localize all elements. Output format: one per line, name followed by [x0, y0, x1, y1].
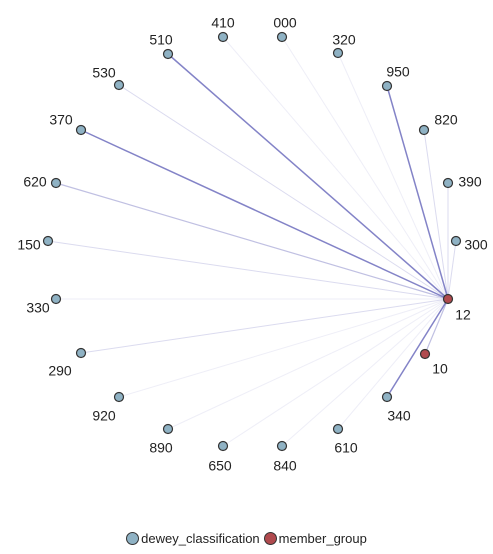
node-330[interactable] — [50, 293, 62, 305]
node-label-890: 890 — [149, 440, 173, 456]
node-10[interactable] — [419, 348, 431, 360]
node-890[interactable] — [162, 423, 174, 435]
node-label-510: 510 — [149, 32, 173, 48]
node-label-10: 10 — [432, 361, 448, 377]
edge-12-650 — [222, 298, 449, 447]
edge-12-820 — [423, 129, 449, 300]
node-650[interactable] — [217, 440, 229, 452]
legend-item-dewey-classification: dewey_classification — [126, 531, 260, 546]
edge-12-370 — [80, 129, 449, 300]
legend: dewey_classification member_group — [0, 531, 493, 546]
label-layer: 410 000 510 320 530 950 370 820 620 390 150 300 12 33… — [17, 15, 488, 474]
edge-12-620 — [55, 182, 449, 300]
node-label-610: 610 — [334, 440, 358, 456]
node-label-150: 150 — [17, 237, 41, 253]
node-820[interactable] — [418, 124, 430, 136]
node-label-320: 320 — [332, 32, 356, 48]
node-840[interactable] — [276, 440, 288, 452]
node-label-530: 530 — [92, 65, 116, 81]
edge-12-410 — [222, 36, 449, 300]
node-510[interactable] — [162, 48, 174, 60]
node-label-920: 920 — [92, 408, 116, 424]
edge-12-510 — [167, 53, 449, 300]
edge-12-290 — [80, 298, 449, 354]
node-920[interactable] — [113, 391, 125, 403]
node-label-840: 840 — [273, 458, 297, 474]
edge-12-610 — [337, 298, 449, 430]
edge-layer — [47, 36, 457, 447]
edge-12-000 — [281, 36, 449, 300]
node-label-950: 950 — [386, 64, 410, 80]
edge-12-300 — [447, 240, 457, 300]
node-000[interactable] — [276, 31, 288, 43]
node-label-620: 620 — [23, 174, 47, 190]
node-label-330: 330 — [26, 300, 50, 316]
node-620[interactable] — [50, 177, 62, 189]
legend-item-member-group: member_group — [263, 531, 367, 546]
legend-swatch-dewey-classification — [126, 532, 140, 545]
node-label-410: 410 — [211, 15, 235, 31]
node-950[interactable] — [381, 80, 393, 92]
edge-12-340 — [386, 298, 449, 398]
node-530[interactable] — [113, 79, 125, 91]
node-label-650: 650 — [208, 458, 232, 474]
node-150[interactable] — [42, 235, 54, 247]
edge-12-920 — [118, 298, 449, 398]
node-390[interactable] — [442, 177, 454, 189]
edge-12-320 — [337, 52, 449, 300]
node-label-290: 290 — [48, 363, 72, 379]
node-label-12: 12 — [455, 307, 471, 323]
node-label-370: 370 — [49, 112, 73, 128]
node-label-340: 340 — [387, 408, 411, 424]
edge-12-950 — [386, 85, 449, 300]
node-290[interactable] — [75, 347, 87, 359]
edge-12-890 — [167, 298, 449, 430]
node-label-820: 820 — [434, 112, 458, 128]
node-370[interactable] — [75, 124, 87, 136]
node-label-300: 300 — [464, 237, 488, 253]
edge-12-150 — [47, 240, 449, 300]
node-320[interactable] — [332, 47, 344, 59]
legend-swatch-member-group — [263, 532, 277, 545]
node-12[interactable] — [442, 293, 454, 305]
node-610[interactable] — [332, 423, 344, 435]
node-340[interactable] — [381, 391, 393, 403]
node-label-390: 390 — [458, 174, 482, 190]
node-300[interactable] — [450, 235, 462, 247]
edge-12-530 — [118, 84, 449, 300]
edge-12-840 — [281, 298, 449, 447]
node-label-000: 000 — [273, 15, 297, 31]
legend-label-member-group: member_group — [278, 531, 367, 546]
legend-label-dewey-classification: dewey_classification — [141, 531, 260, 546]
edge-12-10 — [424, 298, 449, 355]
node-layer — [42, 31, 462, 452]
node-410[interactable] — [217, 31, 229, 43]
